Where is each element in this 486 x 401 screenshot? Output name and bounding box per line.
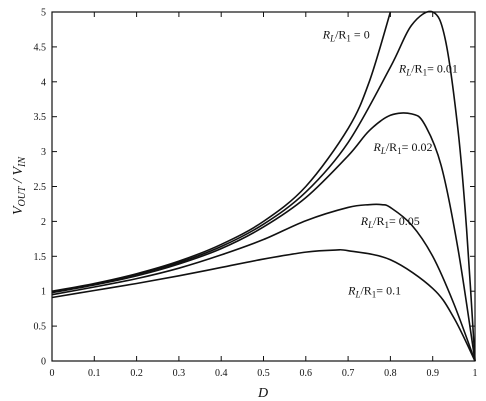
curve-labels: RL/R1 = 0 RL/R1= 0.01 RL/R1= 0.02 RL/R1= 0.… — [322, 28, 458, 300]
y-tick-label: 4.5 — [34, 42, 47, 53]
y-tick-label: 2.5 — [34, 182, 47, 193]
y-tick-label: 4 — [41, 77, 46, 88]
y-tick-label: 3.5 — [34, 112, 47, 123]
x-tick-label: 0.1 — [88, 368, 101, 379]
y-tick-label: 5 — [41, 8, 46, 19]
x-tick-label: 0.9 — [426, 368, 439, 379]
y-tick-label: 0.5 — [34, 322, 47, 333]
curve-label-4: RL/R1= 0.1 — [347, 284, 401, 300]
x-tick-label: 0.3 — [173, 368, 186, 379]
x-tick-label: 0.6 — [300, 368, 313, 379]
y-tick-label: 2 — [41, 217, 46, 228]
y-tick-label: 1.5 — [34, 252, 47, 263]
x-tick-label: 0.4 — [215, 368, 228, 379]
x-tick-label: 0.8 — [384, 368, 397, 379]
x-axis-title: D — [257, 386, 268, 401]
series-line-2 — [51, 112, 476, 362]
x-tick-label: 0.5 — [257, 368, 270, 379]
series-line-1 — [51, 10, 476, 362]
y-tick-label: 0 — [41, 357, 46, 368]
series-line-4 — [51, 248, 476, 362]
x-axis-ticks: 0 0.1 0.2 0.3 0.4 0.5 0.6 0.7 0.8 0.9 1 — [50, 12, 478, 379]
series-line-3 — [51, 203, 476, 362]
y-axis-title: VOUT / VIN — [11, 156, 28, 215]
x-tick-label: 1 — [473, 368, 478, 379]
x-tick-label: 0.2 — [130, 368, 143, 379]
x-tick-label: 0 — [50, 368, 55, 379]
curve-label-2: RL/R1= 0.02 — [372, 140, 432, 156]
curve-label-0: RL/R1 = 0 — [322, 28, 370, 44]
y-axis-ticks: 0 0.5 1 1.5 2 2.5 3 3.5 4 4.5 5 — [34, 8, 475, 368]
y-tick-label: 3 — [41, 147, 46, 158]
x-tick-label: 0.7 — [342, 368, 355, 379]
curves — [51, 10, 476, 362]
y-tick-label: 1 — [41, 287, 46, 298]
curve-label-3: RL/R1= 0.05 — [360, 214, 420, 230]
curve-label-1: RL/R1= 0.01 — [398, 62, 458, 78]
